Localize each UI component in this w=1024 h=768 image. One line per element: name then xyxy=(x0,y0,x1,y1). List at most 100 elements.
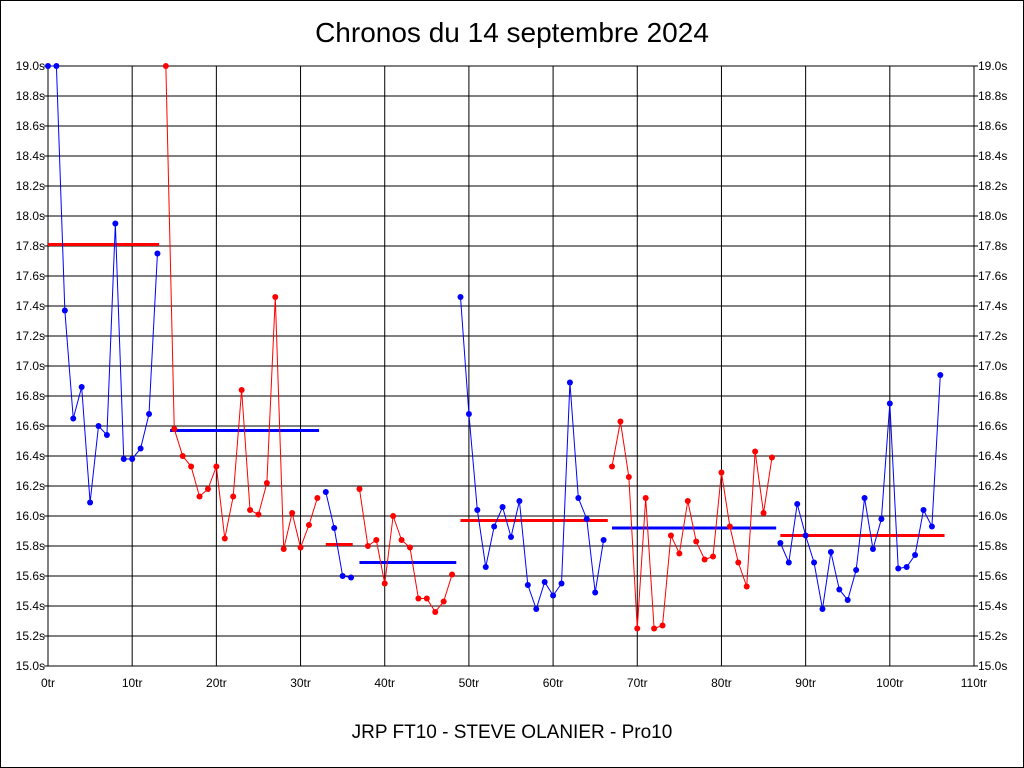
data-point xyxy=(634,625,641,632)
data-point xyxy=(592,589,599,596)
data-point xyxy=(844,597,851,603)
y-tick-label-right: 18.4s xyxy=(978,149,1007,163)
data-point xyxy=(280,546,287,552)
data-point xyxy=(928,523,935,530)
data-point xyxy=(297,544,304,551)
data-point xyxy=(238,387,245,393)
data-point xyxy=(440,598,447,605)
x-tick-label: 70tr xyxy=(627,676,648,690)
data-point xyxy=(415,595,422,602)
data-point xyxy=(701,556,708,563)
data-point xyxy=(819,606,826,612)
data-point xyxy=(364,543,371,549)
data-point xyxy=(465,411,472,417)
y-tick-label-left: 17.4s xyxy=(16,299,45,313)
y-tick-label-right: 16.0s xyxy=(978,509,1007,523)
data-point xyxy=(53,63,60,69)
series-line xyxy=(611,421,773,630)
y-tick-label-right: 17.0s xyxy=(978,359,1007,373)
data-point xyxy=(516,498,523,504)
data-point xyxy=(676,550,683,557)
x-axis-ticks: 0tr 10tr 20tr 30tr 40tr 50tr 60tr 70tr 80tr 90tr 1… xyxy=(41,676,987,690)
data-point xyxy=(179,453,186,459)
data-point xyxy=(499,504,506,510)
data-point xyxy=(221,535,228,542)
y-tick-label-right: 15.2s xyxy=(978,629,1007,643)
y-tick-label-left: 15.2s xyxy=(16,629,45,643)
data-point xyxy=(583,516,590,522)
chart-title: Chronos du 14 septembre 2024 xyxy=(315,17,709,48)
y-tick-label-left: 15.0s xyxy=(16,659,45,673)
data-point xyxy=(811,559,818,566)
data-point xyxy=(272,294,279,300)
data-point xyxy=(491,523,498,530)
data-point xyxy=(684,498,691,504)
y-tick-label-right: 18.6s xyxy=(978,119,1007,133)
average-lines xyxy=(48,243,945,564)
data-point xyxy=(508,534,514,540)
series-line xyxy=(325,491,352,578)
y-tick-label-left: 17.8s xyxy=(16,239,45,253)
x-tick-label: 30tr xyxy=(290,676,311,690)
data-point xyxy=(760,510,767,516)
y-tick-label-right: 16.4s xyxy=(978,449,1007,463)
y-tick-label-left: 18.4s xyxy=(16,149,45,163)
data-point xyxy=(794,501,801,507)
data-point xyxy=(373,537,380,543)
data-point xyxy=(70,415,77,422)
y-tick-label-right: 18.0s xyxy=(978,209,1007,223)
series-line xyxy=(165,65,318,550)
data-point xyxy=(625,474,632,480)
data-point xyxy=(895,565,902,572)
data-point xyxy=(474,507,481,513)
data-point xyxy=(162,63,169,69)
y-tick-label-left: 16.6s xyxy=(16,419,45,433)
data-point xyxy=(339,573,346,579)
data-point xyxy=(120,456,127,462)
data-point xyxy=(524,582,531,588)
y-tick-label-left: 15.8s xyxy=(16,539,45,553)
data-point xyxy=(305,522,312,528)
data-point xyxy=(331,525,338,531)
data-point xyxy=(878,516,885,522)
data-point xyxy=(827,549,834,555)
data-point xyxy=(768,454,775,461)
data-point xyxy=(659,622,666,629)
x-tick-label: 0tr xyxy=(41,676,55,690)
data-point xyxy=(45,63,51,69)
x-tick-label: 100tr xyxy=(876,676,903,690)
data-point xyxy=(575,495,582,501)
data-point xyxy=(785,559,792,566)
series-line xyxy=(48,65,158,503)
x-tick-label: 40tr xyxy=(374,676,395,690)
data-point xyxy=(693,538,700,545)
data-point xyxy=(87,499,94,506)
data-point xyxy=(802,532,809,539)
y-tick-label-right: 18.2s xyxy=(978,179,1007,193)
y-tick-label-left: 18.2s xyxy=(16,179,45,193)
data-point xyxy=(171,426,178,432)
data-point xyxy=(735,559,742,566)
data-point xyxy=(103,432,110,438)
y-tick-label-left: 17.2s xyxy=(16,329,45,343)
data-point xyxy=(406,544,413,551)
data-point xyxy=(457,294,464,300)
data-point xyxy=(752,448,759,455)
data-point xyxy=(263,480,270,486)
data-point xyxy=(146,411,153,417)
x-tick-label: 80tr xyxy=(711,676,732,690)
data-point xyxy=(398,537,405,543)
data-point xyxy=(289,510,296,516)
data-point xyxy=(95,423,102,429)
axes xyxy=(44,65,978,667)
data-point xyxy=(886,400,893,407)
y-tick-label-right: 19.0s xyxy=(978,59,1007,73)
data-point xyxy=(743,583,750,590)
data-point xyxy=(322,489,329,495)
y-tick-label-right: 17.4s xyxy=(978,299,1007,313)
series-line xyxy=(358,488,453,613)
y-axis-ticks-left: 19.0s 18.8s 18.6s 18.4s 18.2s 18.0s 17.8s 17.6s… xyxy=(16,59,45,673)
data-point xyxy=(423,595,430,602)
data-point xyxy=(61,307,68,314)
series-line xyxy=(779,374,941,610)
